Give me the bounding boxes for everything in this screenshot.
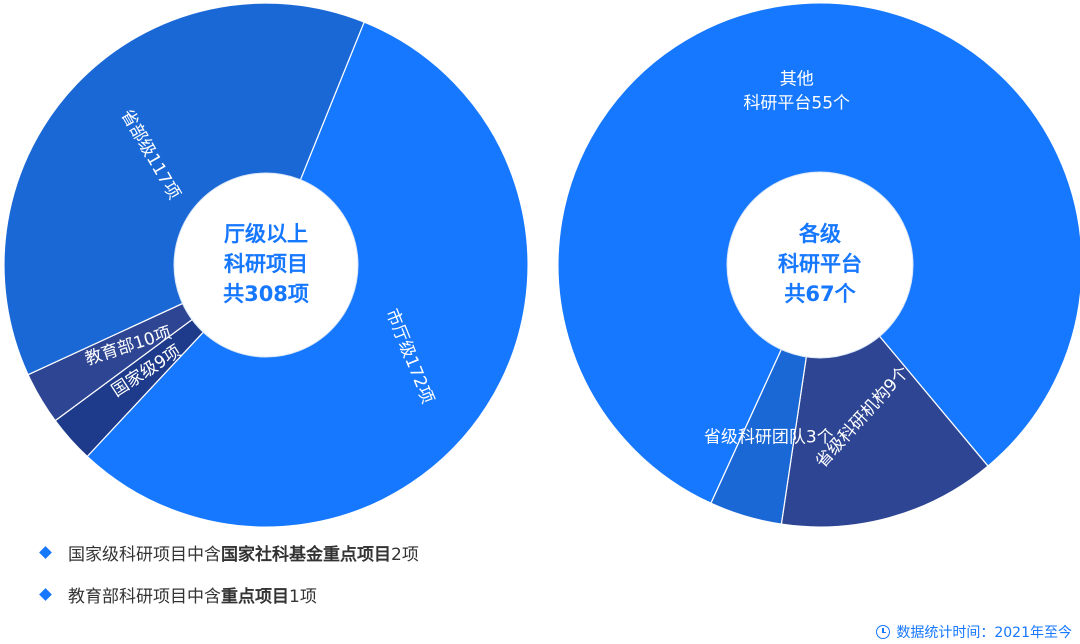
slice-label: 其他科研平台55个	[743, 70, 850, 114]
note-highlight: 重点项目	[221, 586, 289, 607]
note-prefix: 国家级科研项目中含	[68, 544, 221, 565]
center-summary: 厅级以上科研项目共308项	[223, 222, 309, 306]
slice-project-3	[3, 2, 365, 376]
diamond-bullet-icon	[39, 545, 52, 559]
note-highlight: 国家社科基金重点项目	[221, 544, 391, 565]
stat-time: 数据统计时间：2021年至今	[876, 622, 1072, 642]
slice-label: 省级科研团队3个	[704, 428, 834, 448]
note-moe-key-project: 教育部科研项目中含 重点项目 1项	[38, 582, 419, 607]
note-suffix: 2项	[391, 544, 419, 565]
note-national-key-project: 国家级科研项目中含 国家社科基金重点项目 2项	[38, 540, 419, 565]
stat-time-text: 数据统计时间：2021年至今	[896, 625, 1072, 641]
center-circle	[726, 171, 914, 359]
note-suffix: 1项	[289, 586, 317, 607]
center-circle	[173, 172, 359, 358]
notes-list: 国家级科研项目中含 国家社科基金重点项目 2项 教育部科研项目中含 重点项目 1项	[38, 540, 419, 624]
clock-icon	[876, 625, 891, 639]
center-summary: 各级科研平台共67个	[778, 222, 862, 306]
note-prefix: 教育部科研项目中含	[68, 586, 221, 607]
diamond-bullet-icon	[39, 587, 52, 601]
